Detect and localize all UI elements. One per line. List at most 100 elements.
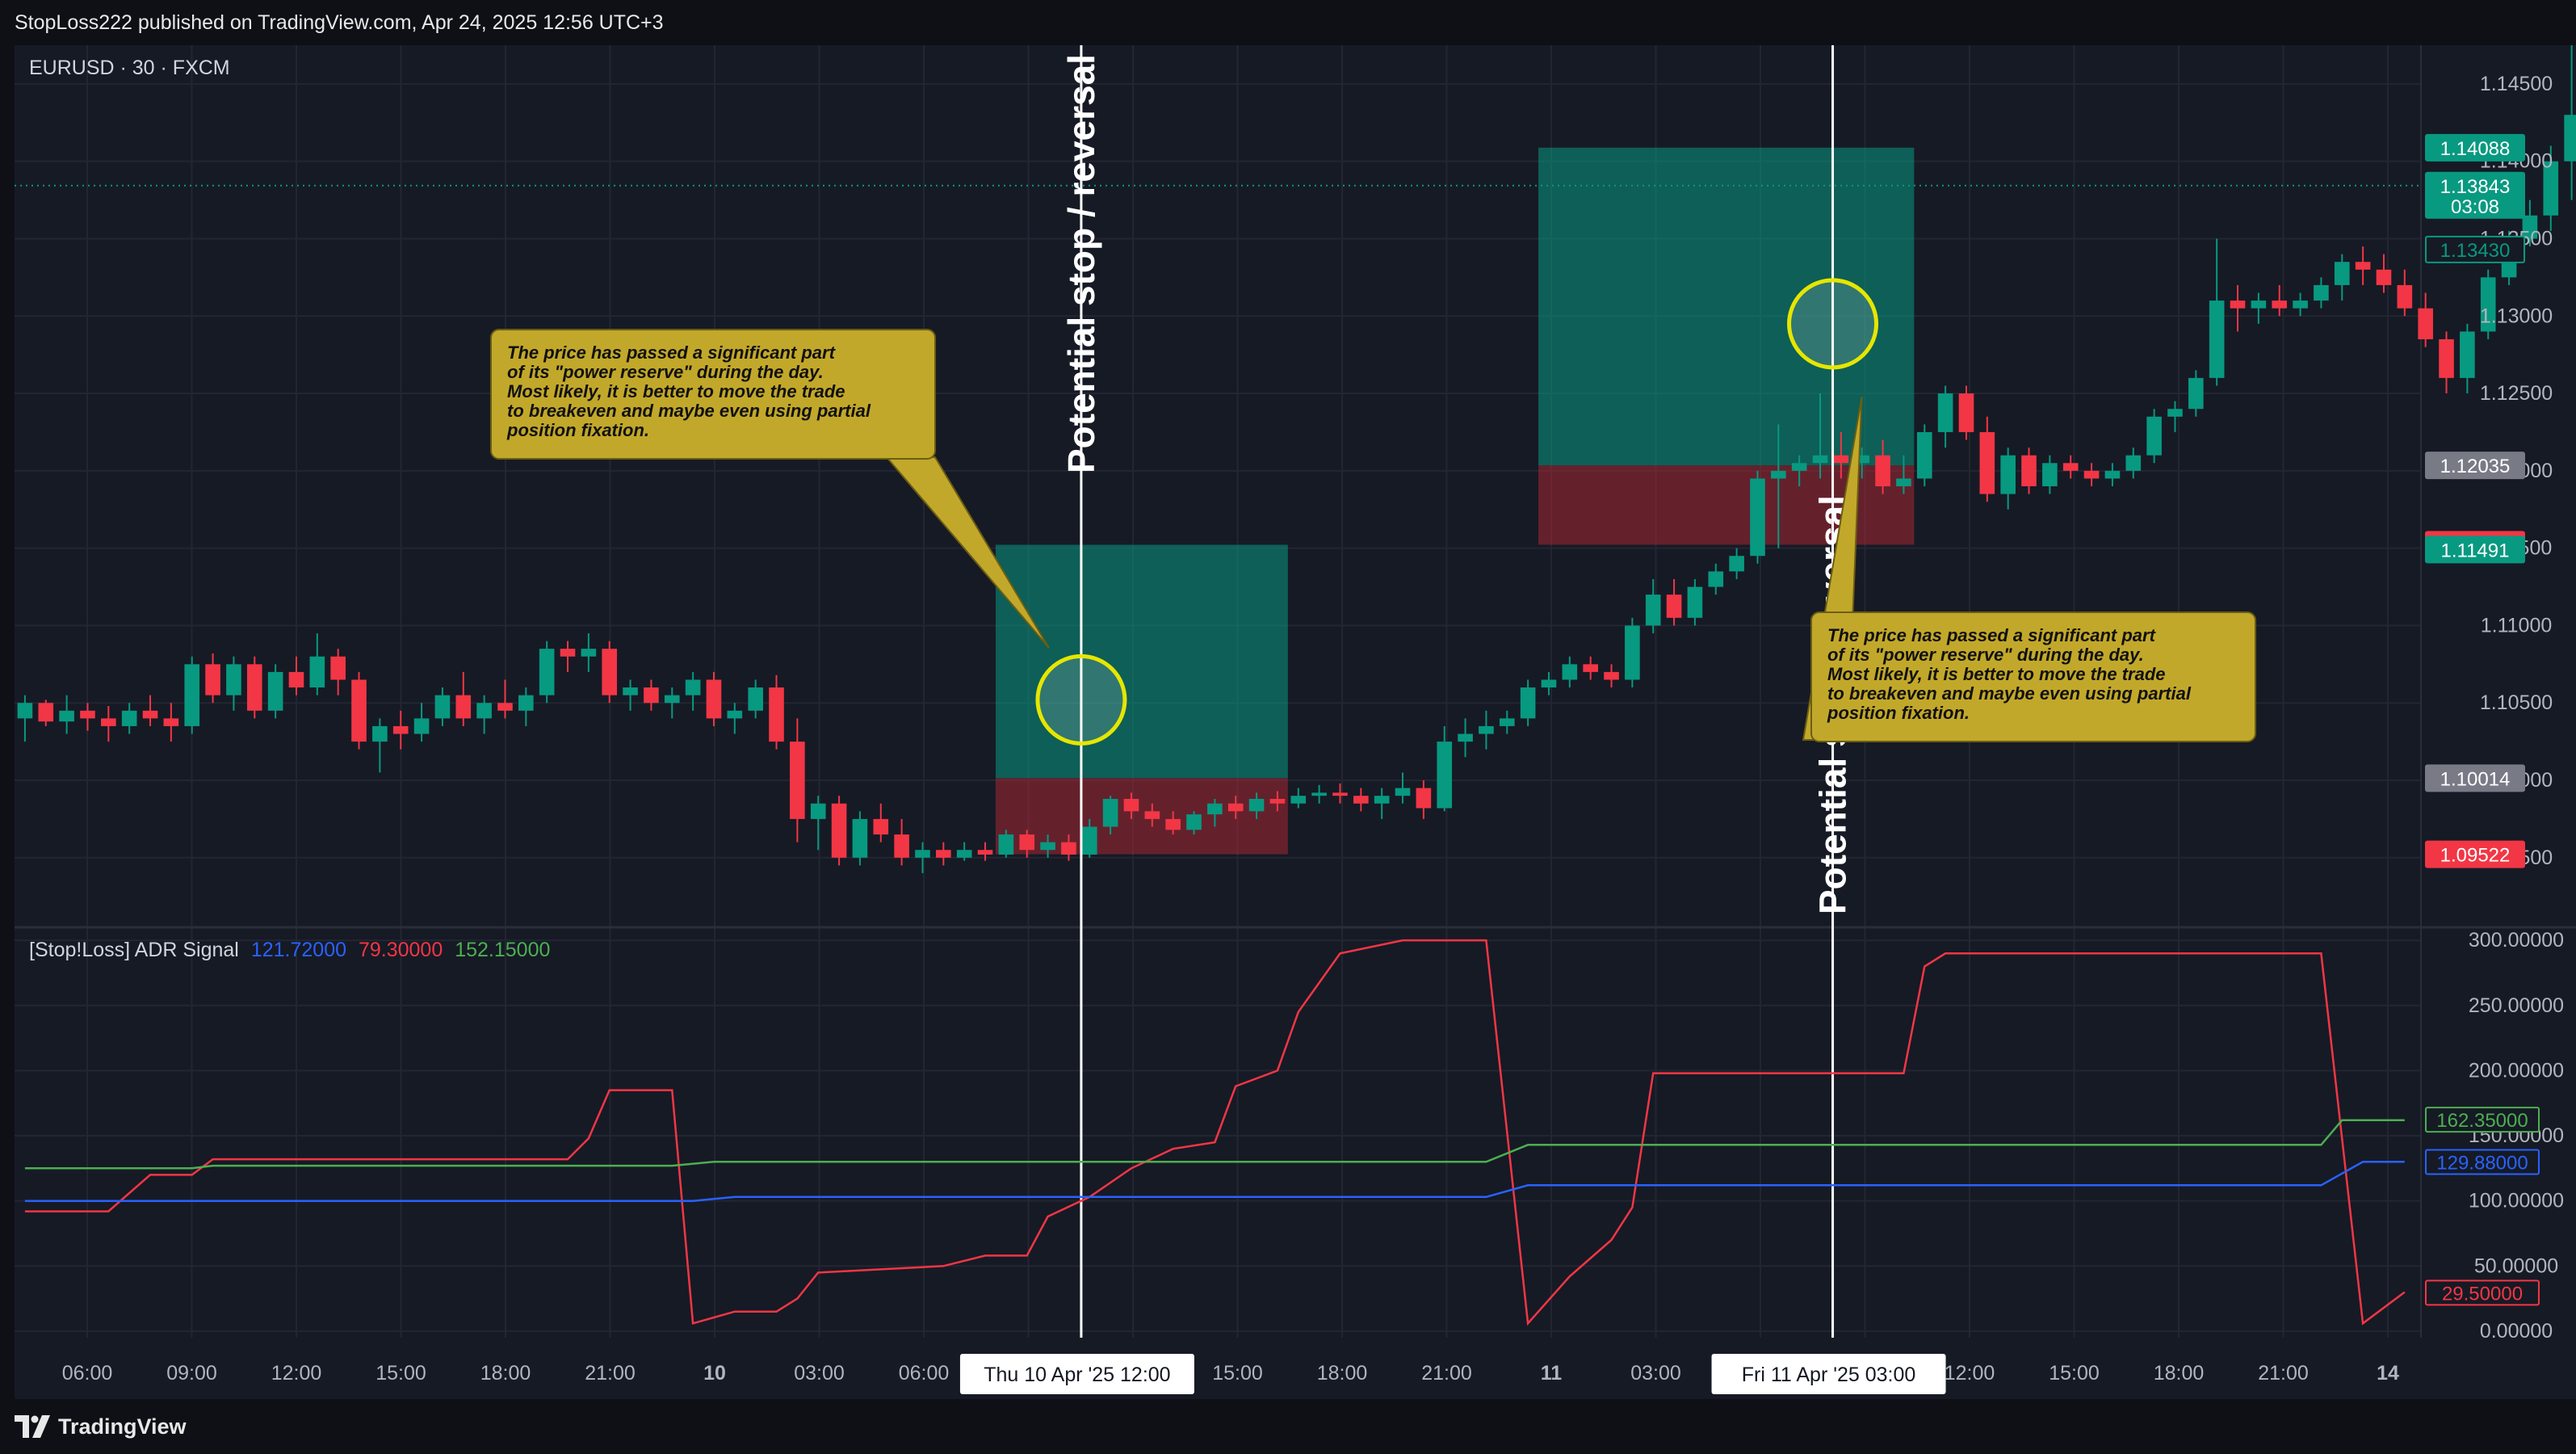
candle-body: [1875, 455, 1890, 486]
candle-body: [1979, 431, 1995, 494]
price-tick: 1.14500: [2480, 73, 2553, 95]
candle-body: [1227, 803, 1244, 812]
candle-body: [1248, 798, 1265, 812]
candle-body: [2314, 284, 2329, 301]
candle-body: [1562, 664, 1578, 680]
time-tick: 15:00: [375, 1362, 426, 1385]
candle-body: [644, 687, 659, 704]
price-tick: 1.11000: [2481, 614, 2553, 637]
price-label-box: [2425, 840, 2525, 868]
callout-2-text: The price has passed a significant part: [1827, 625, 2157, 645]
candle-body: [1833, 455, 1849, 464]
indicator-legend[interactable]: [Stop!Loss] ADR Signal 121.72000 79.3000…: [29, 939, 550, 962]
candle-body: [1165, 818, 1181, 830]
price-tick: 1.10500: [2480, 691, 2553, 714]
candle-body: [1937, 393, 1953, 432]
axes: 1.145001.140001.135001.130001.125001.120…: [62, 73, 2564, 1394]
candle-body: [1207, 803, 1223, 815]
candle-body: [706, 679, 722, 719]
candle-body: [2104, 470, 2121, 479]
overlays: Potential stop / reversalPotential stop …: [490, 45, 2256, 1338]
indicator-label-box: [2425, 1280, 2540, 1306]
candle-body: [1437, 742, 1453, 809]
price-label-box: [2425, 235, 2525, 263]
candle-body: [1791, 463, 1807, 471]
candle-body: [226, 664, 241, 695]
candle-body: [1374, 796, 1390, 804]
candle-body: [205, 664, 220, 695]
candle-body: [80, 710, 95, 719]
candle-body: [372, 725, 388, 742]
candle-body: [121, 710, 137, 726]
candle-body: [977, 850, 993, 855]
profit-zone: [1538, 147, 1915, 466]
candle-body: [1854, 455, 1870, 464]
candle-body: [2376, 269, 2392, 285]
publish-header: StopLoss222 published on TradingView.com…: [0, 0, 2576, 45]
indicator-tick: 300.00000: [2469, 929, 2564, 952]
price-label: 1.09522: [2440, 845, 2511, 867]
tradingview-logo-icon: [15, 1415, 50, 1438]
candle-body: [1916, 431, 1932, 479]
candle-body: [2460, 331, 2475, 378]
candle-body: [685, 679, 701, 695]
indicator-tick: 0.00000: [2480, 1320, 2553, 1343]
time-tick: 21:00: [1421, 1362, 1472, 1385]
price-label: 1.11491: [2441, 540, 2510, 561]
time-cursor-bg: [1711, 1354, 1946, 1394]
price-label-box: [2425, 171, 2525, 219]
candle-body: [101, 718, 116, 726]
candle-body: [956, 850, 972, 858]
time-tick: 18:00: [1317, 1362, 1368, 1385]
indicator-value-blue: 121.72000: [250, 939, 347, 961]
candle-body: [2167, 409, 2183, 417]
indicator-tick: 50.00000: [2474, 1254, 2558, 1277]
candle-body: [1019, 834, 1035, 851]
candle-body: [1102, 798, 1118, 827]
candle-body: [1186, 814, 1202, 830]
candle-body: [2480, 277, 2496, 332]
candle-body: [1708, 571, 1724, 587]
chart-svg[interactable]: Potential stop / reversalPotential stop …: [15, 45, 2576, 1399]
loss-zone: [995, 778, 1288, 855]
price-label-box: [2425, 764, 2525, 792]
candle-body: [1729, 556, 1744, 572]
candle-body: [518, 695, 534, 711]
time-cursor-label: Thu 10 Apr '25 12:00: [984, 1364, 1170, 1386]
candle-body: [2188, 377, 2204, 410]
time-tick: 09:00: [166, 1362, 217, 1385]
chart-area[interactable]: Potential stop / reversalPotential stop …: [15, 45, 2576, 1399]
price-labels: 1.140881.1384303:081.134301.120351.11522…: [2425, 133, 2540, 1306]
indicator-name: [Stop!Loss] ADR Signal: [29, 939, 239, 961]
candle-body: [1499, 718, 1515, 726]
candle-body: [1290, 796, 1307, 804]
candle-body: [476, 703, 492, 719]
candle-body: [873, 818, 889, 835]
candle-body: [2042, 463, 2058, 486]
tradingview-logo[interactable]: TradingView: [15, 1412, 187, 1441]
price-tick: 1.12500: [2480, 382, 2553, 405]
callout-2-text: position fixation.: [1827, 703, 1970, 723]
candle-body: [831, 803, 847, 858]
candle-body: [1061, 842, 1076, 855]
candle-body: [2397, 284, 2413, 309]
candle-body: [1666, 595, 1682, 618]
callout-1-box: [490, 329, 936, 460]
candle-body: [2334, 262, 2350, 285]
callout-2-box: [1810, 611, 2256, 742]
vertical-label-1: Potential stop / reversal: [1060, 54, 1102, 473]
price-label: 1.13430: [2440, 240, 2511, 262]
footer: TradingView: [0, 1399, 2576, 1454]
time-cursor-bg: [959, 1354, 1194, 1394]
candle-body: [602, 649, 618, 695]
adr-line-green: [24, 1119, 2405, 1170]
candle-body: [727, 710, 743, 719]
candle-body: [2230, 300, 2246, 309]
candle-body: [748, 687, 763, 711]
candle-body: [998, 834, 1014, 855]
candle-body: [1645, 595, 1661, 626]
price-label: 1.14088: [2440, 138, 2511, 160]
candle-body: [184, 664, 200, 726]
candle-body: [539, 649, 555, 695]
time-tick: 06:00: [62, 1362, 113, 1385]
